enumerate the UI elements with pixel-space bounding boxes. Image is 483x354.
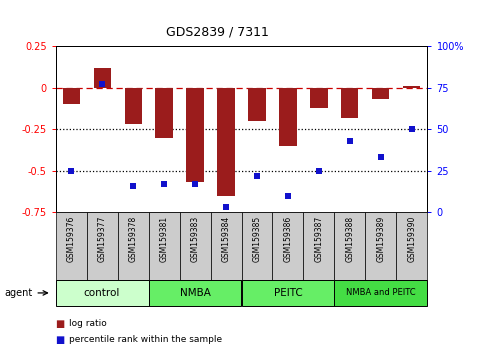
Bar [303, 212, 334, 280]
Bar [217, 88, 235, 196]
Bar [186, 88, 203, 182]
Text: ■: ■ [56, 335, 65, 345]
Bar [180, 212, 211, 280]
Bar [56, 212, 86, 280]
Text: GSM159377: GSM159377 [98, 216, 107, 262]
Bar [334, 212, 366, 280]
Bar [125, 88, 142, 124]
Bar [372, 88, 389, 99]
Bar [86, 212, 117, 280]
Text: GSM159390: GSM159390 [408, 216, 416, 262]
Bar [311, 88, 327, 108]
Bar [117, 212, 149, 280]
Text: GSM159387: GSM159387 [314, 216, 324, 262]
Text: GSM159381: GSM159381 [159, 216, 169, 262]
Text: GSM159376: GSM159376 [67, 216, 75, 262]
Bar [397, 212, 427, 280]
Text: NMBA and PEITC: NMBA and PEITC [346, 289, 416, 297]
Bar [242, 280, 334, 306]
Bar [242, 212, 272, 280]
Text: GSM159389: GSM159389 [376, 216, 385, 262]
Text: GSM159386: GSM159386 [284, 216, 293, 262]
Bar [248, 88, 266, 121]
Text: GSM159384: GSM159384 [222, 216, 230, 262]
Text: GSM159378: GSM159378 [128, 216, 138, 262]
Bar [56, 280, 149, 306]
Text: GSM159385: GSM159385 [253, 216, 261, 262]
Text: GSM159383: GSM159383 [190, 216, 199, 262]
Bar [280, 88, 297, 146]
Text: control: control [84, 288, 120, 298]
Bar [272, 212, 303, 280]
Bar [156, 88, 172, 138]
Text: GDS2839 / 7311: GDS2839 / 7311 [166, 26, 269, 39]
Bar [366, 212, 397, 280]
Bar [62, 88, 80, 104]
Text: PEITC: PEITC [273, 288, 302, 298]
Text: log ratio: log ratio [69, 319, 107, 329]
Bar [149, 212, 180, 280]
Bar [403, 86, 421, 88]
Bar [334, 280, 427, 306]
Bar [149, 280, 242, 306]
Text: percentile rank within the sample: percentile rank within the sample [69, 335, 222, 344]
Bar [341, 88, 358, 118]
Text: NMBA: NMBA [180, 288, 211, 298]
Text: GSM159388: GSM159388 [345, 216, 355, 262]
Text: ■: ■ [56, 319, 65, 329]
Bar [211, 212, 242, 280]
Bar [94, 68, 111, 88]
Text: agent: agent [5, 288, 33, 298]
